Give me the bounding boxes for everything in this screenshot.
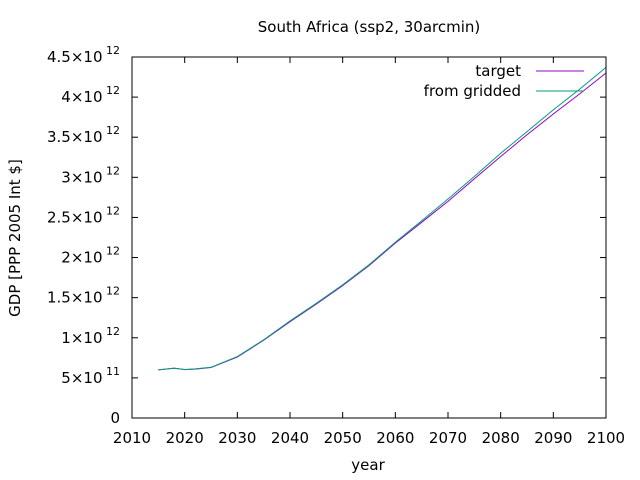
x-tick-label: 2060 bbox=[376, 429, 414, 447]
y-tick-mantissa: 2×10 bbox=[61, 249, 102, 267]
y-tick-exponent: 12 bbox=[103, 285, 121, 298]
series-line-1 bbox=[158, 67, 607, 371]
y-tick-label: 3.5×10 12 bbox=[47, 124, 120, 146]
y-tick-label: 2.5×10 12 bbox=[47, 204, 120, 226]
y-tick-exponent: 12 bbox=[103, 84, 121, 97]
y-tick-exponent: 12 bbox=[103, 164, 121, 177]
y-tick-mantissa: 5×10 bbox=[61, 369, 102, 387]
x-tick-label: 2070 bbox=[429, 429, 467, 447]
y-tick-mantissa: 1×10 bbox=[61, 329, 102, 347]
legend-label: target bbox=[475, 62, 521, 80]
y-tick-label: 1×10 12 bbox=[61, 325, 120, 347]
y-tick-exponent: 12 bbox=[103, 124, 121, 137]
y-tick-exponent: 12 bbox=[103, 245, 121, 258]
y-tick-label: 4×10 12 bbox=[61, 84, 120, 106]
y-tick-exponent: 11 bbox=[103, 365, 121, 378]
y-tick-mantissa: 1.5×10 bbox=[47, 289, 103, 307]
legend-label: from gridded bbox=[424, 82, 521, 100]
plot-frame bbox=[131, 56, 607, 419]
y-tick-exponent: 12 bbox=[103, 44, 121, 57]
y-tick-mantissa: 4.5×10 bbox=[47, 48, 103, 66]
y-tick-label: 1.5×10 12 bbox=[47, 285, 120, 307]
y-tick-label: 2×10 12 bbox=[61, 245, 120, 267]
series-line-0 bbox=[158, 72, 607, 371]
axis-ticks: 2010 2020 2030 2040 2050 2060 2070 2080 2090 2100… bbox=[47, 44, 625, 447]
chart-title: South Africa (ssp2, 30arcmin) bbox=[258, 18, 481, 36]
y-tick-exponent: 12 bbox=[103, 204, 121, 217]
y-tick-mantissa: 3×10 bbox=[61, 168, 102, 186]
y-tick-mantissa: 4×10 bbox=[61, 88, 102, 106]
x-tick-label: 2020 bbox=[166, 429, 204, 447]
y-tick-mantissa: 3.5×10 bbox=[47, 128, 103, 146]
x-tick-label: 2080 bbox=[482, 429, 520, 447]
y-tick-label: 3×10 12 bbox=[61, 164, 120, 186]
series-layer bbox=[158, 67, 607, 371]
y-tick-exponent: 12 bbox=[103, 325, 121, 338]
y-tick-mantissa: 0 bbox=[110, 409, 120, 427]
x-axis-label: year bbox=[351, 456, 385, 474]
y-tick-label: 5×10 11 bbox=[61, 365, 120, 387]
y-tick-mantissa: 2.5×10 bbox=[47, 208, 103, 226]
legend: target from gridded bbox=[424, 62, 584, 100]
x-tick-label: 2050 bbox=[324, 429, 362, 447]
x-tick-label: 2100 bbox=[587, 429, 625, 447]
x-tick-label: 2030 bbox=[218, 429, 256, 447]
x-tick-label: 2010 bbox=[113, 429, 151, 447]
x-tick-label: 2090 bbox=[534, 429, 572, 447]
y-tick-label: 0 bbox=[110, 409, 120, 427]
y-tick-label: 4.5×10 12 bbox=[47, 44, 120, 66]
x-tick-label: 2040 bbox=[271, 429, 309, 447]
y-axis-label: GDP [PPP 2005 Int $] bbox=[6, 159, 24, 317]
